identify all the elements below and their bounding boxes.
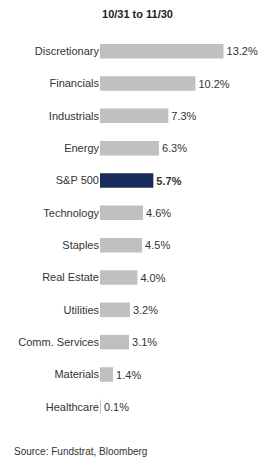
svg-text:Comm. Services: Comm. Services	[18, 336, 99, 348]
svg-text:Financials: Financials	[49, 77, 99, 89]
svg-text:Healthcare: Healthcare	[46, 401, 99, 413]
svg-text:S&P 500: S&P 500	[56, 174, 99, 186]
svg-text:Staples: Staples	[62, 239, 99, 251]
svg-text:13.2%: 13.2%	[227, 45, 258, 57]
svg-text:6.3%: 6.3%	[162, 142, 187, 154]
svg-text:Real Estate: Real Estate	[42, 271, 99, 283]
svg-text:4.6%: 4.6%	[146, 207, 171, 219]
svg-text:Source: Fundstrat, Bloomberg: Source: Fundstrat, Bloomberg	[14, 446, 147, 457]
svg-text:4.5%: 4.5%	[145, 239, 170, 251]
svg-text:Energy: Energy	[64, 142, 99, 154]
svg-text:Industrials: Industrials	[49, 110, 100, 122]
svg-text:5.7%: 5.7%	[156, 175, 181, 187]
svg-text:Utilities: Utilities	[64, 304, 100, 316]
svg-text:4.0%: 4.0%	[140, 272, 165, 284]
svg-text:3.2%: 3.2%	[133, 304, 158, 316]
svg-text:Technology: Technology	[43, 207, 99, 219]
svg-text:Materials: Materials	[54, 368, 99, 380]
svg-text:3.1%: 3.1%	[132, 336, 157, 348]
svg-text:Discretionary: Discretionary	[35, 45, 100, 57]
svg-text:10/31 to 11/30: 10/31 to 11/30	[102, 8, 173, 20]
svg-text:1.4%: 1.4%	[116, 369, 141, 381]
svg-text:7.3%: 7.3%	[171, 110, 196, 122]
svg-text:0.1%: 0.1%	[104, 401, 129, 413]
svg-text:10.2%: 10.2%	[198, 78, 229, 90]
